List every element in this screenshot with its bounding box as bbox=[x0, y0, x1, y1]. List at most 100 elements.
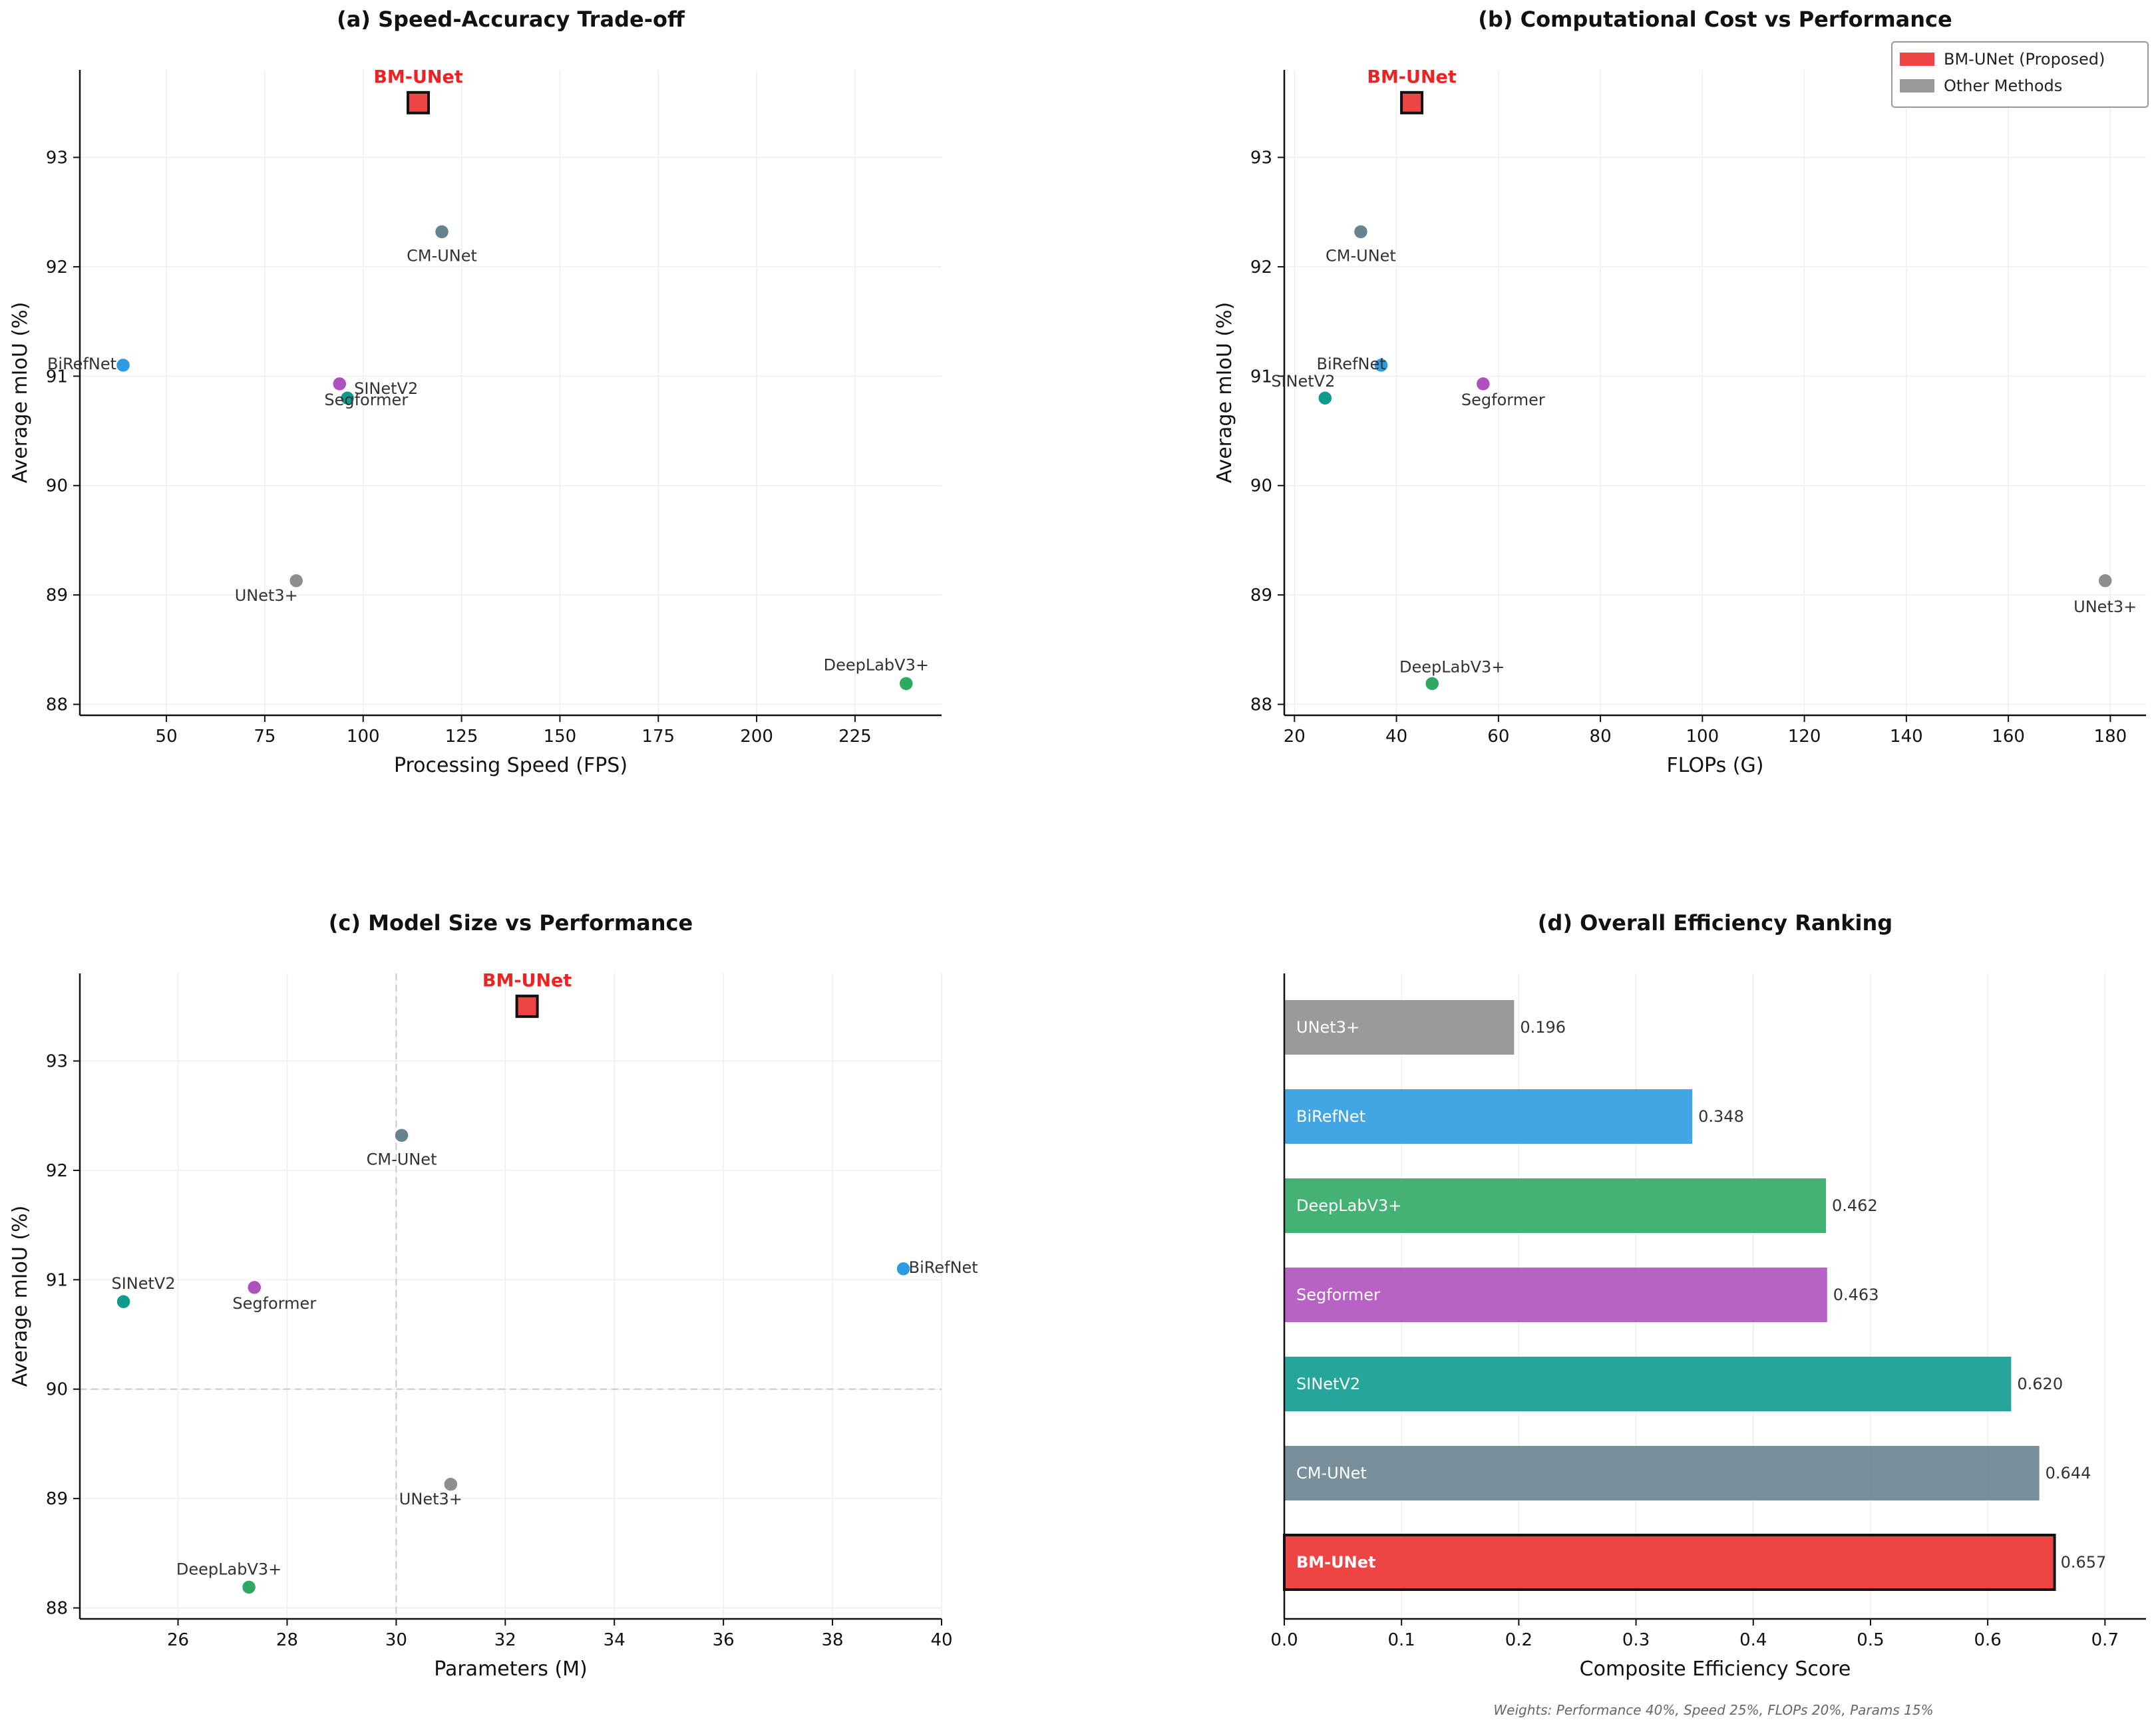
panel-d-x-tick-label: 0.3 bbox=[1622, 1630, 1650, 1650]
panel-a-x-tick-label: 225 bbox=[838, 727, 872, 747]
panel-a-y-tick-label: 88 bbox=[46, 695, 68, 715]
legend-swatch-other-methods bbox=[1900, 79, 1934, 92]
panel-c-point-birefnet bbox=[895, 1260, 912, 1278]
panel-c-y-tick-label: 89 bbox=[46, 1489, 68, 1509]
panel-a-x-tick-label: 175 bbox=[641, 727, 675, 747]
panel-b-x-tick-label: 120 bbox=[1788, 727, 1821, 747]
panel-c-x-tick-label: 38 bbox=[822, 1630, 844, 1650]
panel-a-x-tick-label: 125 bbox=[445, 727, 478, 747]
panel-c-point-label-sinetv2: SINetV2 bbox=[111, 1274, 175, 1293]
panel-a-y-axis-label: Average mIoU (%) bbox=[9, 302, 32, 484]
panel-c-proposed-label: BM-UNet bbox=[482, 970, 572, 991]
bar-name-birefnet: BiRefNet bbox=[1296, 1107, 1365, 1126]
panel-c-y-tick-label: 90 bbox=[46, 1380, 68, 1400]
bar-value-unet3: 0.196 bbox=[1520, 1018, 1566, 1037]
bar-bm-unet bbox=[1283, 1534, 2056, 1591]
legend-entry-other-methods: Other Methods bbox=[1944, 77, 2062, 95]
panel-b-point-label-segformer: Segformer bbox=[1461, 391, 1545, 409]
weights-footnote: Weights: Performance 40%, Speed 25%, FLO… bbox=[1493, 1702, 1933, 1718]
panel-a-point-label-cm-unet: CM-UNet bbox=[407, 246, 477, 265]
panel-b-point-deeplabv3 bbox=[1423, 675, 1441, 692]
legend-box bbox=[1891, 41, 2149, 108]
panel-b-x-tick-label: 140 bbox=[1890, 727, 1923, 747]
panel-a-point-birefnet bbox=[114, 357, 132, 374]
legend-swatch-bm-unet-proposed bbox=[1900, 53, 1934, 66]
panel-a-x-tick-label: 50 bbox=[156, 727, 178, 747]
bar-cm-unet bbox=[1284, 1446, 2040, 1500]
panel-a-point-segformer bbox=[331, 375, 348, 393]
panel-c-x-axis-label: Parameters (M) bbox=[434, 1657, 588, 1681]
panel-c-point-unet3 bbox=[443, 1476, 459, 1493]
panel-d-x-tick-label: 0.6 bbox=[1974, 1630, 2001, 1650]
panel-a-point-label-sinetv2: SINetV2 bbox=[354, 379, 418, 398]
panel-a-title: (a) Speed-Accuracy Trade-off bbox=[337, 7, 685, 32]
bar-value-deeplabv3: 0.462 bbox=[1832, 1196, 1878, 1215]
panel-b-point-label-unet3: UNet3+ bbox=[2073, 598, 2137, 616]
panel-c-y-tick-label: 91 bbox=[46, 1270, 68, 1290]
panel-c-proposed-marker bbox=[515, 994, 539, 1018]
bar-value-segformer: 0.463 bbox=[1833, 1286, 1879, 1304]
panel-c-point-label-segformer: Segformer bbox=[232, 1294, 316, 1313]
panel-b-point-label-cm-unet: CM-UNet bbox=[1326, 246, 1396, 265]
panel-b-x-tick-label: 160 bbox=[1992, 727, 2025, 747]
panel-b-y-tick-label: 89 bbox=[1250, 586, 1272, 605]
panel-c-x-tick-label: 34 bbox=[604, 1630, 626, 1650]
panel-a-y-tick-label: 92 bbox=[46, 258, 68, 277]
panel-b-x-tick-label: 40 bbox=[1385, 727, 1407, 747]
bar-unet3 bbox=[1284, 1000, 1515, 1055]
panel-d-x-tick-label: 0.2 bbox=[1505, 1630, 1532, 1650]
bar-name-bm-unet: BM-UNet bbox=[1296, 1553, 1375, 1572]
panel-b-x-tick-label: 20 bbox=[1284, 727, 1306, 747]
panel-d-x-tick-label: 0.4 bbox=[1739, 1630, 1767, 1650]
panel-b-title: (b) Computational Cost vs Performance bbox=[1478, 7, 1952, 32]
panel-d-x-tick-label: 0.0 bbox=[1270, 1630, 1298, 1650]
panel-a-proposed-label: BM-UNet bbox=[373, 67, 462, 87]
panel-d-x-tick-label: 0.5 bbox=[1857, 1630, 1884, 1650]
panel-b-point-sinetv2 bbox=[1317, 389, 1334, 407]
panel-b-y-axis-label: Average mIoU (%) bbox=[1213, 302, 1236, 484]
panel-a-point-label-deeplabv3: DeepLabV3+ bbox=[824, 655, 929, 674]
panel-c-y-tick-label: 88 bbox=[46, 1599, 68, 1619]
panel-b-y-tick-label: 93 bbox=[1250, 148, 1272, 168]
bar-value-cm-unet: 0.644 bbox=[2046, 1464, 2091, 1482]
bar-name-sinetv2: SINetV2 bbox=[1296, 1375, 1360, 1393]
panel-a-y-tick-label: 89 bbox=[46, 586, 68, 605]
panel-b-point-segformer bbox=[1475, 375, 1492, 393]
bar-value-birefnet: 0.348 bbox=[1698, 1107, 1744, 1126]
panel-c-point-label-deeplabv3: DeepLabV3+ bbox=[176, 1560, 281, 1578]
panel-a-point-label-unet3: UNet3+ bbox=[235, 586, 298, 605]
bar-name-deeplabv3: DeepLabV3+ bbox=[1296, 1196, 1401, 1215]
panel-b-x-tick-label: 180 bbox=[2094, 727, 2127, 747]
bar-deeplabv3 bbox=[1284, 1178, 1826, 1233]
panel-a-point-label-segformer: Segformer bbox=[324, 391, 408, 409]
panel-b-point-unet3 bbox=[2097, 572, 2113, 590]
panel-d-x-tick-label: 0.1 bbox=[1388, 1630, 1415, 1650]
panel-c-x-tick-label: 28 bbox=[276, 1630, 298, 1650]
panel-a-y-tick-label: 90 bbox=[46, 476, 68, 496]
panel-b-point-cm-unet bbox=[1352, 224, 1369, 240]
panel-b-point-label-birefnet: BiRefNet bbox=[1317, 355, 1386, 373]
bar-value-sinetv2: 0.620 bbox=[2017, 1375, 2063, 1393]
panel-b-y-tick-label: 91 bbox=[1250, 367, 1272, 387]
panels: 50 75 100 125 150 175 200 225 88 89 90 91 92 93 Proces… bbox=[9, 7, 2149, 1681]
panel-b-point-label-deeplabv3: DeepLabV3+ bbox=[1399, 657, 1505, 676]
bar-value-bm-unet: 0.657 bbox=[2061, 1553, 2107, 1572]
panel-c-y-tick-label: 93 bbox=[46, 1052, 68, 1072]
panel-c-x-tick-label: 36 bbox=[713, 1630, 735, 1650]
panel-b-x-tick-label: 60 bbox=[1487, 727, 1509, 747]
bar-birefnet bbox=[1284, 1089, 1693, 1144]
panel-a-x-tick-label: 75 bbox=[254, 727, 275, 747]
panel-a-point-sinetv2 bbox=[339, 389, 356, 407]
panel-c-y-tick-label: 92 bbox=[46, 1161, 68, 1181]
panel-a-point-unet3 bbox=[287, 572, 305, 590]
panel-d-x-axis-label: Composite Efficiency Score bbox=[1580, 1657, 1851, 1681]
panel-a-point-deeplabv3 bbox=[898, 675, 915, 692]
panel-b-x-axis-label: FLOPs (G) bbox=[1667, 754, 1764, 777]
panel-b-proposed-label: BM-UNet bbox=[1367, 67, 1456, 87]
panel-a-point-cm-unet bbox=[433, 224, 450, 240]
panel-a-x-tick-label: 200 bbox=[740, 727, 773, 747]
panel-d-title: (d) Overall Efficiency Ranking bbox=[1538, 910, 1892, 936]
panel-b-point-label-sinetv2: SINetV2 bbox=[1271, 372, 1335, 391]
